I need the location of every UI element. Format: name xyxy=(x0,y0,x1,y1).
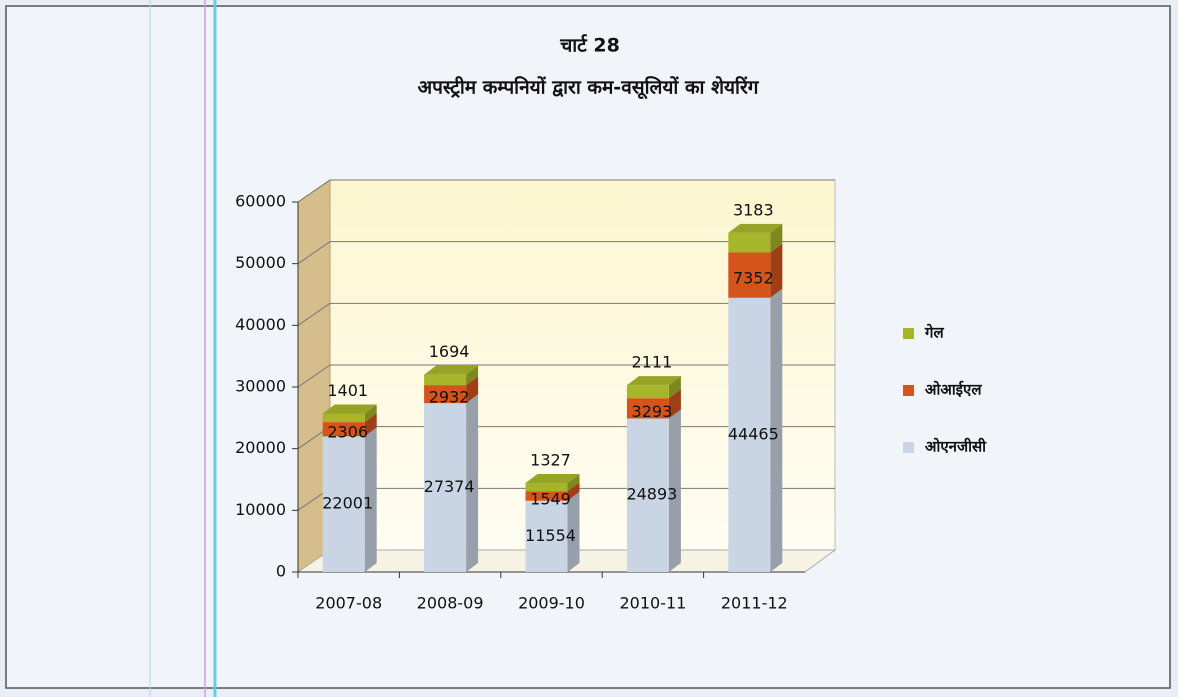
data-label: 2932 xyxy=(429,388,470,407)
bar xyxy=(626,385,669,399)
bar-top xyxy=(626,376,681,386)
legend-label: गेल xyxy=(924,324,944,342)
y-tick-label: 30000 xyxy=(235,377,286,396)
y-tick-label: 60000 xyxy=(235,192,286,211)
grid-line xyxy=(297,241,331,265)
bar-side xyxy=(668,376,681,399)
y-tick-label: 40000 xyxy=(235,315,286,334)
bar-side xyxy=(567,482,580,501)
bar xyxy=(728,252,771,298)
x-tick-label: 2010-11 xyxy=(619,594,686,613)
bar xyxy=(525,500,568,572)
bar-side xyxy=(466,365,479,386)
bar-side xyxy=(364,413,377,437)
y-tick-label: 20000 xyxy=(235,438,286,457)
bar xyxy=(626,418,669,572)
data-label: 44465 xyxy=(728,424,779,443)
x-tick-label: 2011-12 xyxy=(721,594,788,613)
bar xyxy=(322,413,365,423)
x-tick-label: 2008-09 xyxy=(417,594,484,613)
bar xyxy=(728,297,771,572)
data-label: 2111 xyxy=(632,353,673,372)
y-tick-label: 50000 xyxy=(235,253,286,272)
bar-side xyxy=(567,474,580,492)
bar-side xyxy=(364,427,377,572)
bar-top xyxy=(525,474,580,484)
bar xyxy=(626,398,669,419)
data-label: 1327 xyxy=(530,451,571,470)
data-label: 24893 xyxy=(626,485,677,504)
bar xyxy=(525,491,568,501)
legend-label: ओएनजीसी xyxy=(925,438,987,456)
bar xyxy=(525,483,568,492)
bar-side xyxy=(668,389,681,419)
data-label: 7352 xyxy=(733,269,774,288)
bar-side xyxy=(668,409,681,572)
bar-side xyxy=(364,404,377,423)
bar-side xyxy=(770,288,783,572)
data-label: 11554 xyxy=(525,526,576,545)
data-label: 3293 xyxy=(632,402,673,421)
x-tick-label: 2007-08 xyxy=(315,594,382,613)
bar-side xyxy=(567,491,580,572)
y-tick-label: 0 xyxy=(276,562,286,581)
x-tick-label: 2009-10 xyxy=(518,594,585,613)
bar xyxy=(424,385,467,404)
grid-line xyxy=(297,302,331,326)
data-label: 22001 xyxy=(322,494,373,513)
data-label: 2306 xyxy=(327,423,368,442)
bar-top xyxy=(322,404,377,414)
bar xyxy=(424,374,467,386)
data-label: 1401 xyxy=(327,381,368,400)
data-label: 3183 xyxy=(733,200,774,219)
bar-side xyxy=(466,394,479,572)
bar-top xyxy=(728,223,783,233)
legend-swatch xyxy=(903,442,914,453)
legend-swatch xyxy=(903,385,914,396)
bar-side xyxy=(466,376,479,404)
bar xyxy=(322,422,365,437)
data-label: 27374 xyxy=(424,477,475,496)
legend-label: ओआईएल xyxy=(925,381,982,399)
bar xyxy=(424,403,467,572)
bar-side xyxy=(770,223,783,253)
y-tick-label: 10000 xyxy=(235,500,286,519)
data-label: 1694 xyxy=(429,342,470,361)
chart-title: चार्ट 28 xyxy=(559,34,620,57)
grid-line xyxy=(297,364,331,388)
bar-side xyxy=(770,243,783,298)
bar-top xyxy=(424,365,479,375)
bar xyxy=(728,232,771,253)
legend-swatch xyxy=(903,328,914,339)
chart-subtitle: अपस्ट्रीम कम्पनियों द्वारा कम-वसूलियों क… xyxy=(418,76,760,100)
grid-line xyxy=(297,179,331,203)
bar xyxy=(322,436,365,572)
data-label: 1549 xyxy=(530,489,571,508)
